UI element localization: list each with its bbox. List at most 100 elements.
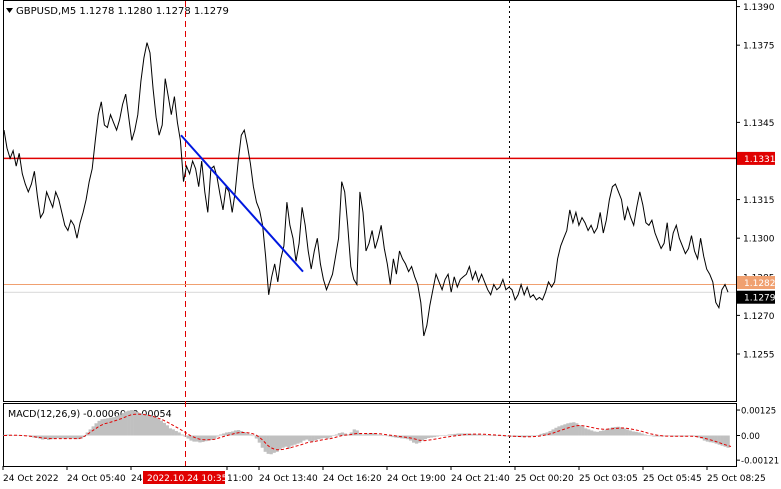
macd-bar [70, 435, 75, 439]
macd-bar [515, 435, 520, 437]
macd-bar [551, 429, 555, 436]
macd-bar [492, 435, 496, 437]
macd-bar [474, 434, 478, 436]
macd-bar [165, 425, 169, 436]
time-tick-label: 25 Oct 03:05 [579, 474, 638, 484]
macd-bar [317, 435, 321, 440]
macd-bar [533, 435, 537, 437]
macd-bar [320, 435, 324, 439]
macd-bar [569, 422, 573, 436]
macd-bar [278, 435, 282, 450]
macd-bar [423, 435, 428, 440]
macd-bar [174, 431, 178, 436]
macd-bar [204, 435, 208, 442]
macd-bar [560, 425, 564, 436]
macd-bar [708, 435, 712, 443]
macd-bar [702, 435, 707, 441]
macd-bar [607, 428, 612, 436]
macd-bar [539, 433, 543, 436]
horizontal-levels [4, 157, 736, 293]
macd-bar [367, 433, 371, 436]
macd-bar [52, 435, 57, 439]
macd-bar [373, 433, 377, 436]
macd-bar [106, 418, 110, 436]
macd-bar [124, 411, 128, 436]
macd-bar [480, 434, 484, 436]
macd-bar [601, 430, 606, 436]
trend-line [180, 134, 304, 273]
macd-bar [225, 432, 229, 436]
macd-bar [696, 435, 701, 438]
macd-bar [435, 435, 439, 437]
macd-bar [5, 434, 9, 436]
macd-bar [192, 435, 196, 442]
macd-bar [189, 435, 193, 441]
macd-bar [269, 435, 273, 455]
support-badge-bg [737, 276, 775, 290]
macd-bar [11, 435, 15, 436]
macd-bar [379, 434, 383, 436]
macd-bar [322, 435, 327, 438]
macd-bar [91, 426, 95, 436]
macd-bar [85, 432, 89, 436]
macd-bar [201, 435, 205, 443]
time-tick-label: 24 Oct 2022 [3, 474, 59, 484]
macd-bar [186, 435, 190, 439]
macd-bar [364, 433, 368, 436]
macd-bar [162, 422, 167, 436]
macd-bar [314, 435, 318, 440]
price-tick-label: 1.1315 [743, 196, 775, 206]
macd-bar [245, 433, 250, 436]
macd-bar [133, 411, 137, 436]
macd-bar [290, 435, 294, 446]
macd-bar [337, 433, 342, 436]
macd-bar [263, 435, 267, 452]
macd-bar [159, 420, 164, 436]
macd-bar [527, 435, 531, 437]
macd-bar [655, 435, 659, 437]
macd-bar [726, 435, 730, 448]
macd-bar [652, 435, 656, 437]
macd-bar [406, 435, 410, 440]
macd-tick-label: 0.00125 [741, 407, 776, 417]
macd-bar [711, 435, 715, 443]
macd-axis: 0.00125 0.00 -0.00121 [736, 407, 779, 467]
time-tick-label: 24 Oct 19:00 [387, 474, 446, 484]
time-highlight-label: 2022.10.24 10:35 [147, 474, 227, 484]
macd-bar [79, 435, 83, 439]
macd-bar [447, 434, 451, 436]
macd-bar [302, 435, 306, 441]
price-tick-label: 1.1375 [743, 42, 775, 52]
macd-bar [153, 417, 158, 436]
macd-bar [112, 417, 116, 436]
macd-bar [216, 435, 220, 437]
macd-bar [459, 433, 463, 436]
price-panel[interactable] [3, 0, 737, 402]
price-badges: 1.1331 1.1282 1.1279 [737, 151, 776, 304]
price-tick-label: 1.1270 [743, 312, 775, 322]
macd-bar [17, 435, 21, 436]
macd-bar [222, 433, 226, 436]
triangle-down-icon[interactable] [6, 8, 13, 13]
symbol-header: GBPUSD,M5 1.1278 1.1280 1.1278 1.1279 [16, 6, 229, 17]
macd-bar [391, 435, 395, 438]
macd-bar [637, 432, 641, 436]
macd-bar [643, 434, 647, 436]
macd-bar [213, 435, 217, 439]
current-price-badge: 1.1279 [744, 294, 776, 304]
macd-bar [248, 434, 253, 436]
macd-bar [717, 435, 721, 445]
macd-bar [471, 433, 475, 436]
time-tick-label: 24 Oct 05:40 [67, 474, 126, 484]
macd-bar [625, 429, 629, 436]
macd-bar [394, 435, 398, 438]
macd-bar [590, 430, 594, 436]
macd-bar [233, 430, 238, 436]
macd-bar [328, 435, 333, 438]
time-tick-label: 11:00 [227, 474, 253, 484]
macd-bar [563, 424, 567, 436]
price-tick-label: 1.1345 [743, 119, 775, 129]
macd-bar [690, 435, 695, 437]
